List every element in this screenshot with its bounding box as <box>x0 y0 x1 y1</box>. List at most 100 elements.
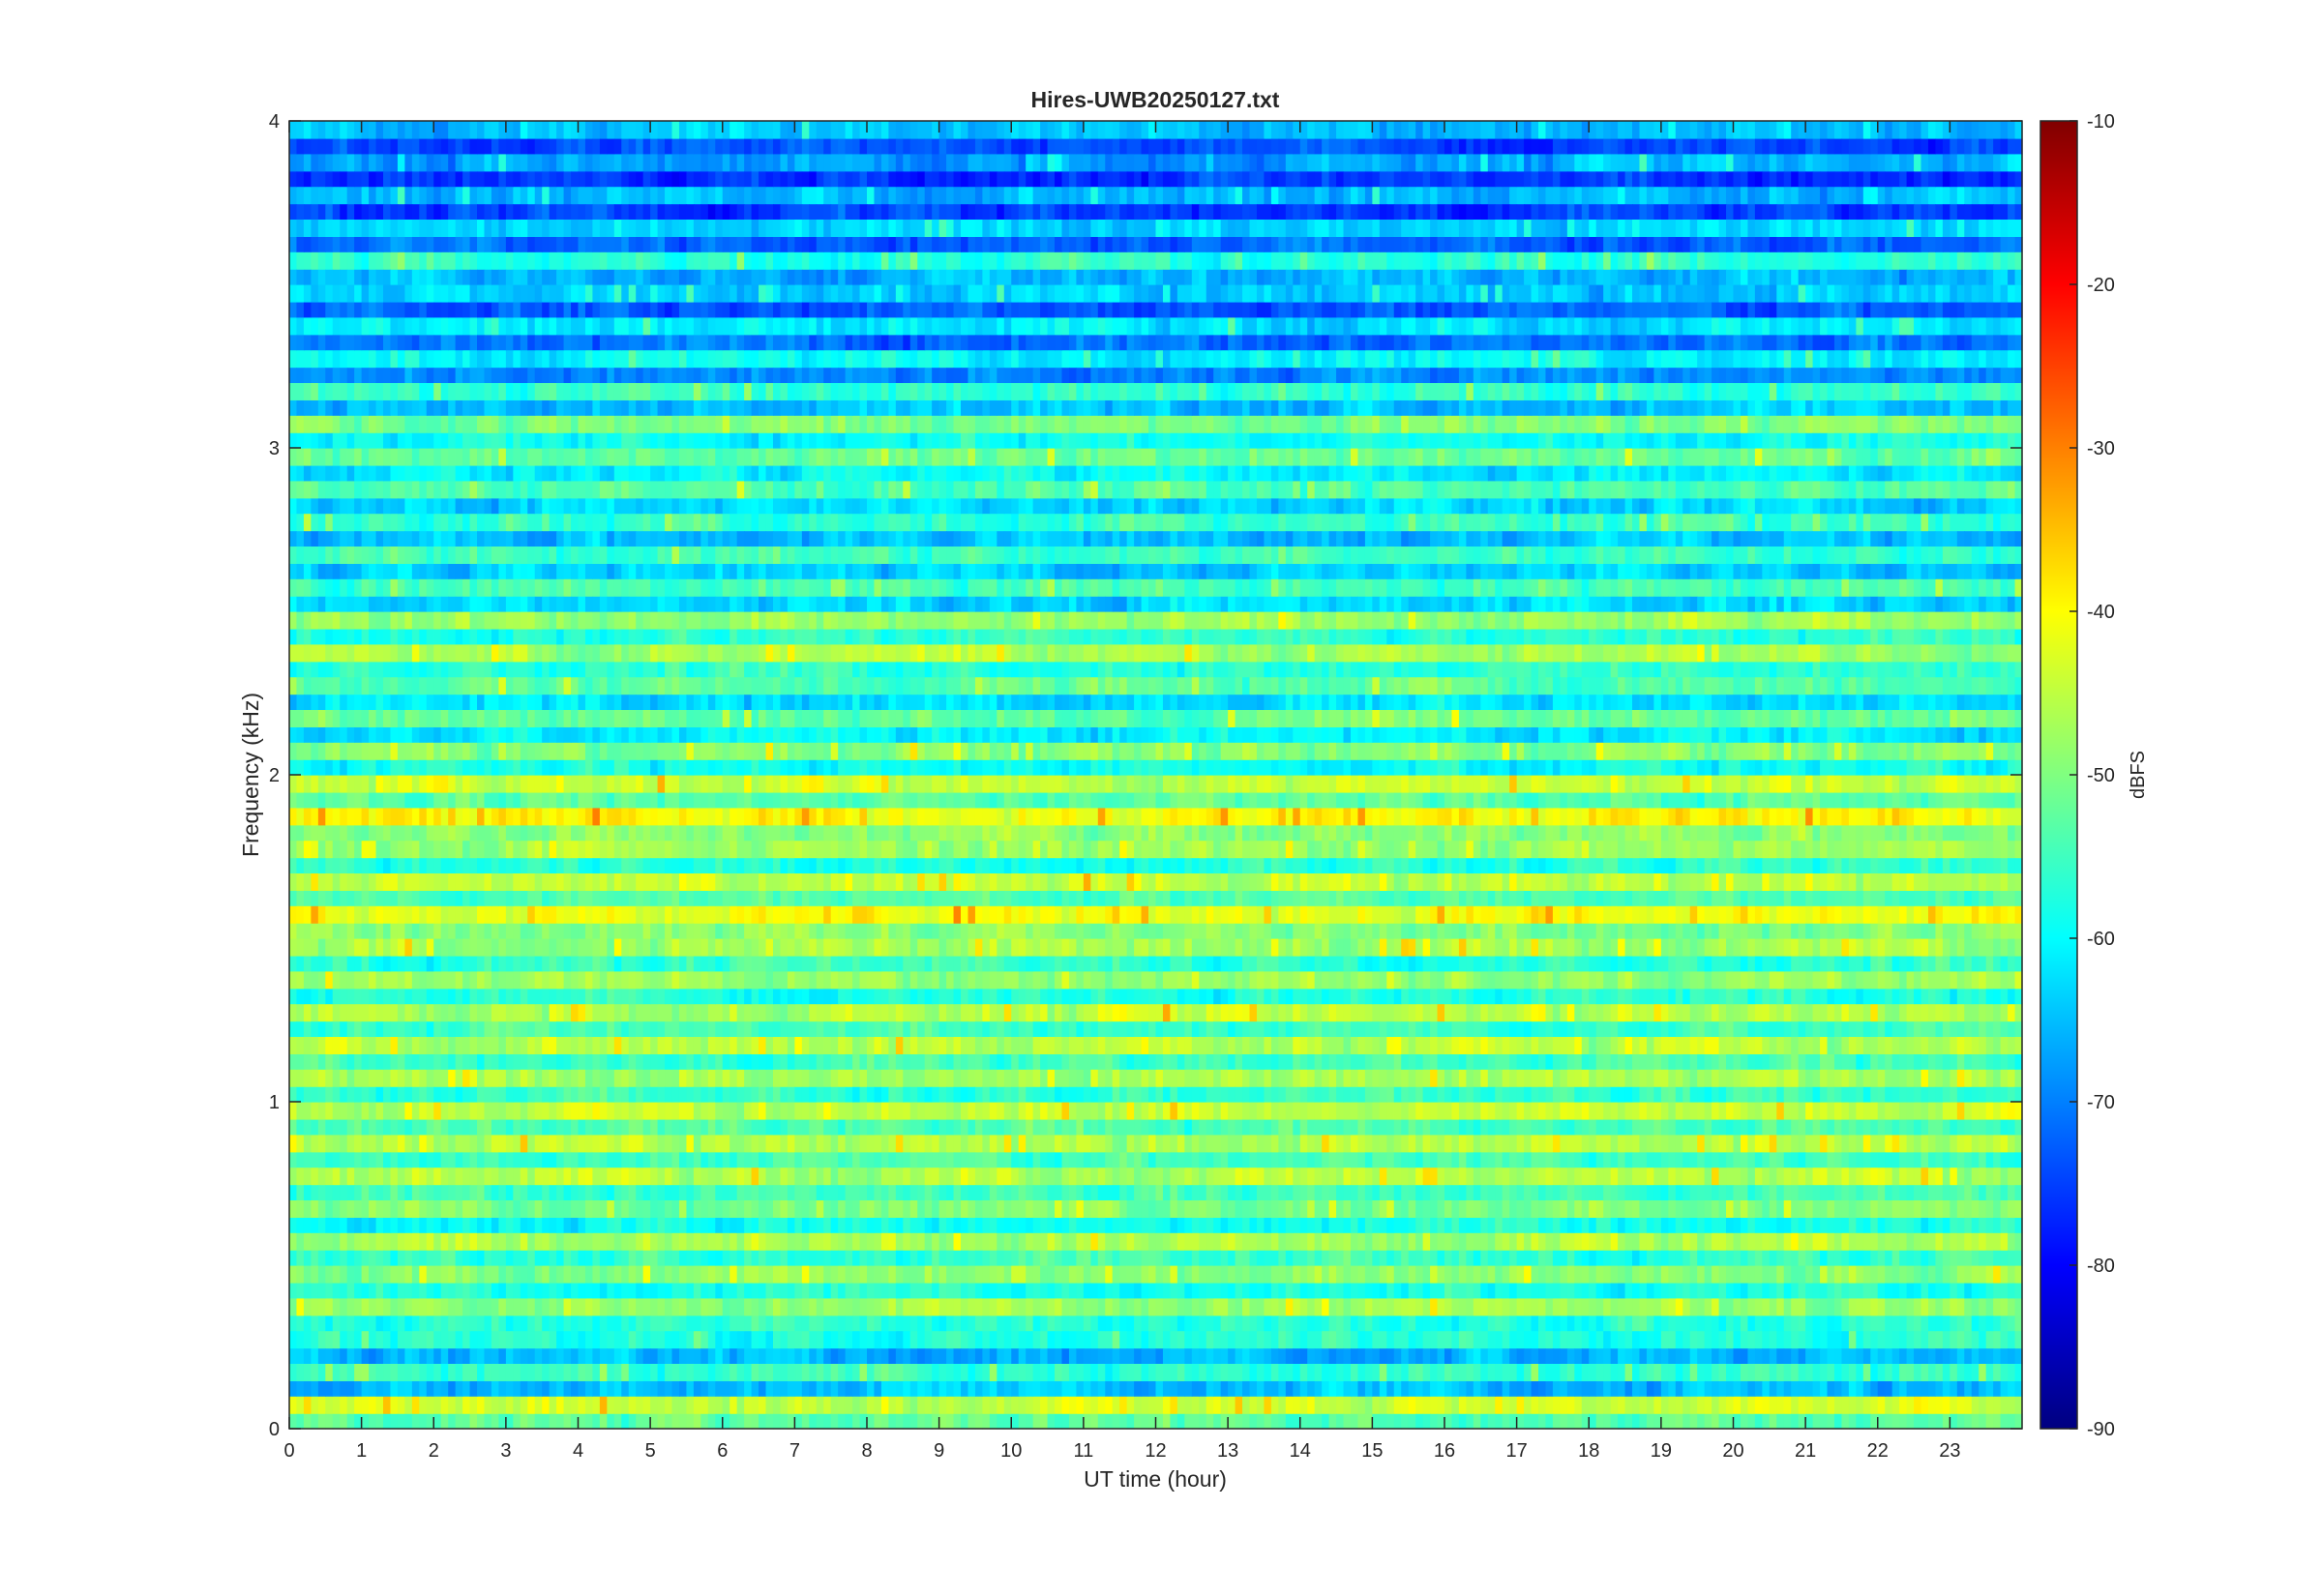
heatmap-cell <box>1776 1284 1784 1299</box>
heatmap-cell <box>997 1331 1004 1349</box>
heatmap-cell <box>1076 1069 1084 1087</box>
heatmap-cell <box>462 1265 470 1284</box>
heatmap-cell <box>1451 1232 1459 1251</box>
heatmap-cell <box>2001 1348 2009 1364</box>
heatmap-cell <box>643 1396 651 1414</box>
heatmap-cell <box>1061 1135 1069 1153</box>
heatmap-cell <box>715 1284 723 1299</box>
heatmap-cell <box>1293 1102 1300 1120</box>
heatmap-cell <box>665 1135 672 1153</box>
heatmap-cell <box>1828 1265 1835 1284</box>
heatmap-cell <box>2008 1120 2015 1136</box>
heatmap-cell <box>535 1102 543 1120</box>
heatmap-cell <box>498 1381 506 1397</box>
heatmap-cell <box>1386 1381 1394 1397</box>
heatmap-cell <box>484 1315 491 1331</box>
heatmap-cell <box>881 1331 889 1349</box>
heatmap-cell <box>1040 1167 1048 1186</box>
heatmap-cell <box>773 1363 781 1381</box>
heatmap-cell <box>462 1152 470 1167</box>
heatmap-cell <box>1914 1232 1921 1251</box>
heatmap-cell <box>1828 1363 1835 1381</box>
heatmap-cell <box>867 1265 875 1284</box>
heatmap-cell <box>1084 1284 1091 1299</box>
heatmap-cell <box>982 1348 990 1364</box>
heatmap-cell <box>289 1348 297 1364</box>
heatmap-cell <box>1914 1199 1921 1218</box>
heatmap-cell <box>1357 1284 1365 1299</box>
heatmap-cell <box>1336 1414 1344 1430</box>
heatmap-cell <box>333 1135 341 1153</box>
heatmap-cell <box>968 1348 975 1364</box>
heatmap-cell <box>982 1152 990 1167</box>
heatmap-cell <box>1841 1284 1849 1299</box>
heatmap-cell <box>1509 1152 1517 1167</box>
heatmap-cell <box>1993 1218 2001 1233</box>
heatmap-cell <box>1503 1381 1510 1397</box>
heatmap-cell <box>1705 1348 1712 1364</box>
heatmap-cell <box>737 1381 745 1397</box>
heatmap-cell <box>513 1232 521 1251</box>
heatmap-cell <box>419 1315 427 1331</box>
heatmap-cell <box>556 1120 564 1136</box>
heatmap-cell <box>1322 1218 1329 1233</box>
heatmap-cell <box>441 1251 449 1266</box>
heatmap-cell <box>1509 1251 1517 1266</box>
heatmap-cell <box>333 1331 341 1349</box>
heatmap-cell <box>1993 1185 2001 1200</box>
heatmap-cell <box>1315 1331 1323 1349</box>
heatmap-cell <box>1293 1185 1300 1200</box>
heatmap-cell <box>1741 1152 1748 1167</box>
heatmap-cell <box>1935 1396 1943 1414</box>
heatmap-cell <box>766 1120 774 1136</box>
heatmap-cell <box>802 1251 810 1266</box>
heatmap-cell <box>1033 1381 1041 1397</box>
heatmap-cell <box>1206 1152 1214 1167</box>
heatmap-cell <box>462 1167 470 1186</box>
heatmap-cell <box>1242 1396 1250 1414</box>
heatmap-cell <box>1271 1167 1279 1186</box>
heatmap-cell <box>1401 1069 1409 1087</box>
heatmap-cell <box>1076 1298 1084 1316</box>
heatmap-cell <box>636 1396 643 1414</box>
heatmap-cell <box>686 1363 694 1381</box>
heatmap-cell <box>1813 1120 1821 1136</box>
heatmap-cell <box>1849 1167 1857 1186</box>
heatmap-cell <box>1957 1102 1965 1120</box>
heatmap-cell <box>1480 1120 1488 1136</box>
heatmap-cell <box>1719 1120 1727 1136</box>
heatmap-cell <box>621 1152 629 1167</box>
heatmap-cell <box>975 1265 983 1284</box>
heatmap-cell <box>607 1167 614 1186</box>
heatmap-cell <box>1221 1381 1229 1397</box>
heatmap-cell <box>1293 1069 1300 1087</box>
heatmap-cell <box>484 1102 491 1120</box>
heatmap-cell <box>780 1069 788 1087</box>
heatmap-cell <box>802 1396 810 1414</box>
heatmap-cell <box>1430 1315 1438 1331</box>
heatmap-cell <box>383 1152 391 1167</box>
heatmap-cell <box>1805 1396 1813 1414</box>
heatmap-cell <box>498 1396 506 1414</box>
heatmap-cell <box>340 1331 347 1349</box>
heatmap-cell <box>1156 1102 1164 1120</box>
heatmap-cell <box>1653 1167 1661 1186</box>
heatmap-cell <box>535 1152 543 1167</box>
heatmap-cell <box>1019 1265 1027 1284</box>
heatmap-cell <box>1589 1348 1596 1364</box>
heatmap-cell <box>1524 1120 1532 1136</box>
heatmap-cell <box>412 1102 420 1120</box>
heatmap-cell <box>1055 1102 1062 1120</box>
heatmap-cell <box>296 1232 304 1251</box>
heatmap-cell <box>333 1167 341 1186</box>
heatmap-cell <box>1799 1298 1806 1316</box>
heatmap-cell <box>1993 1414 2001 1430</box>
heatmap-cell <box>535 1284 543 1299</box>
heatmap-cell <box>1878 1315 1886 1331</box>
heatmap-cell <box>1213 1298 1221 1316</box>
heatmap-cell <box>404 1199 412 1218</box>
heatmap-cell <box>1560 1414 1567 1430</box>
heatmap-cell <box>997 1315 1004 1331</box>
heatmap-cell <box>1372 1331 1380 1349</box>
heatmap-cell <box>1278 1185 1286 1200</box>
